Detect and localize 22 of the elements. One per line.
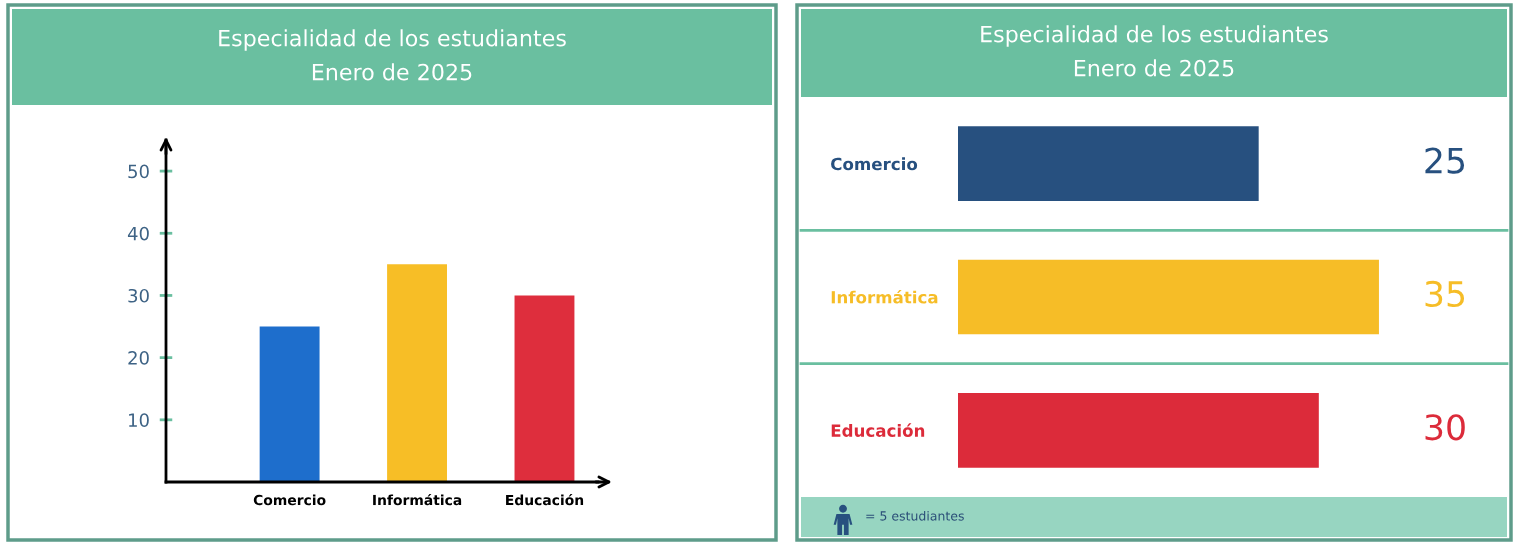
y-tick-label: 40: [127, 226, 149, 241]
text: = 5 estudiantes: [866, 510, 964, 521]
x-tick-label: Educación: [506, 493, 584, 506]
y-tick-label: Comercio: [831, 157, 918, 171]
data-label: 35: [1425, 280, 1465, 308]
y-tick-label: Informática: [831, 290, 938, 304]
data-label: 30: [1425, 414, 1465, 441]
bar: [259, 326, 320, 482]
x-tick-label: Informática: [373, 493, 462, 506]
chart-title: Especialidad de los estudiantes: [219, 29, 566, 51]
y-tick-label: 20: [128, 351, 149, 365]
y-tick-label: 50: [128, 164, 149, 179]
bar: [514, 295, 575, 482]
chart-subtitle: Enero de 2025: [312, 63, 472, 81]
y-tick-label: 30: [128, 288, 149, 303]
chart-subtitle: Enero de 2025: [1074, 59, 1234, 77]
chart-title: Especialidad de los estudiantes: [981, 25, 1328, 47]
data-label: 25: [1425, 147, 1465, 174]
bar: [387, 264, 447, 482]
y-tick-label: 10: [129, 413, 149, 427]
x-tick-label: Comercio: [253, 494, 326, 506]
y-tick-label: Educación: [831, 423, 925, 437]
